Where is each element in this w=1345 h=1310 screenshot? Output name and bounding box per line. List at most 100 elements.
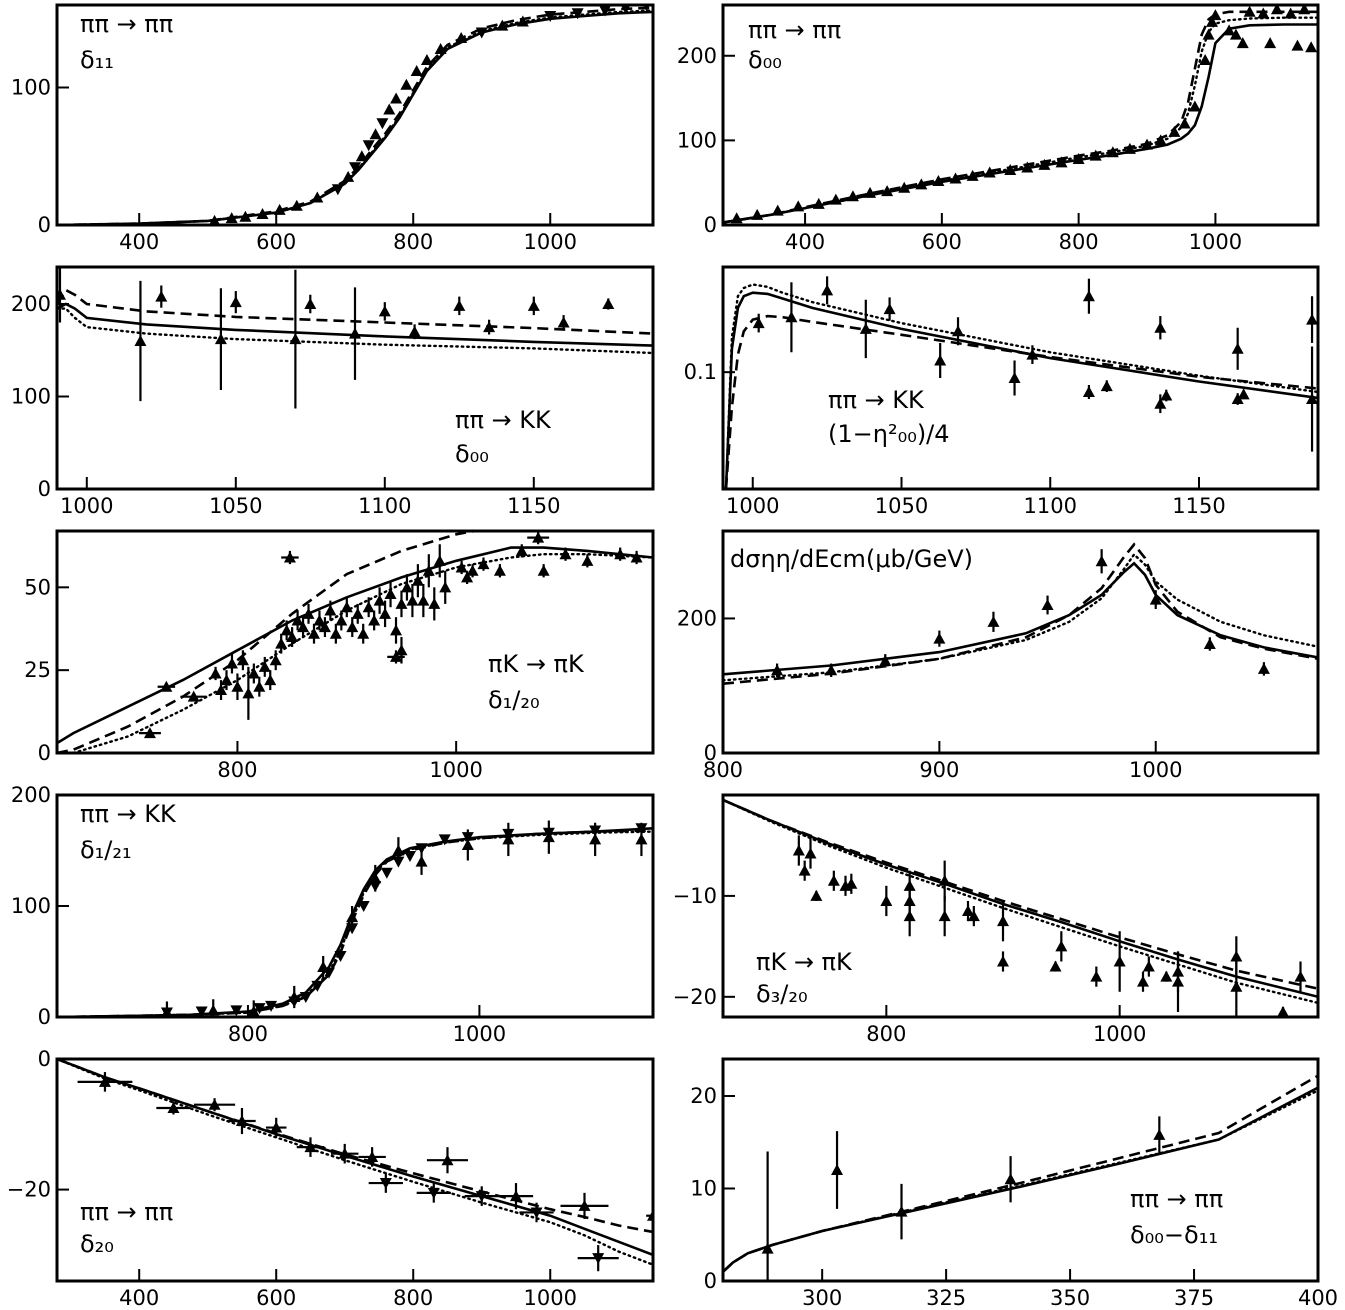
data-point [516, 15, 529, 27]
data-point [395, 590, 408, 618]
triangle-marker [1154, 134, 1167, 146]
data-point [1113, 931, 1126, 992]
triangle-marker [895, 1205, 908, 1217]
triangle-marker [269, 654, 282, 666]
data-point [730, 212, 743, 224]
y-tick-label: 100 [11, 385, 51, 409]
data-point [1229, 28, 1242, 40]
data-point [362, 140, 375, 152]
triangle-marker [997, 915, 1009, 927]
data-point [349, 287, 361, 380]
data-point [1123, 142, 1136, 154]
plot-frame [55, 265, 655, 491]
data-point [1270, 5, 1283, 15]
triangle-marker [1202, 28, 1215, 40]
triangle-marker [792, 200, 805, 212]
triangle-marker [1072, 153, 1085, 164]
data-point [225, 653, 238, 674]
triangle-marker [952, 325, 965, 337]
panel-label: δ₀₀−δ₁₁ [1130, 1221, 1218, 1249]
data-point [496, 19, 509, 31]
y-tick-label: 0 [38, 1005, 51, 1029]
data-point [1082, 278, 1095, 314]
triangle-marker [229, 296, 242, 308]
triangle-marker [903, 879, 916, 891]
triangle-marker [230, 1005, 243, 1017]
data-point [792, 200, 805, 212]
data-point [864, 186, 877, 198]
data-point [253, 676, 266, 697]
y-tick-label: −10 [673, 884, 717, 908]
chart-panel-10: 300 325 350 375 400 0 10 20 ππ → ππ δ₀₀−δ₁₁ [690, 1057, 1338, 1310]
triangle-marker [785, 311, 798, 323]
triangle-marker [349, 162, 361, 174]
triangle-marker [270, 1121, 283, 1133]
series-dotted-line [723, 1089, 1318, 1273]
triangle-marker [247, 667, 260, 679]
triangle-marker [516, 15, 529, 27]
data-point [355, 150, 368, 162]
triangle-marker [346, 621, 359, 633]
y-tick-label: 0.1 [684, 360, 717, 384]
data-point [379, 600, 392, 628]
data-point [155, 285, 168, 308]
data-point [559, 547, 572, 561]
triangle-marker [557, 316, 570, 328]
data-point [416, 1183, 451, 1203]
data-point [881, 185, 894, 197]
data-point [1294, 961, 1307, 992]
triangle-marker [256, 208, 269, 219]
triangle-marker [934, 354, 947, 366]
y-tick-label: 100 [11, 894, 51, 918]
data-point [1004, 164, 1017, 175]
y-tick-label: 200 [11, 292, 51, 316]
data-point [987, 611, 1000, 632]
plot-frame [721, 265, 1320, 491]
series-dotted-line [57, 1059, 653, 1266]
data-point [214, 288, 227, 391]
triangle-marker [215, 684, 228, 696]
data-point [247, 663, 260, 684]
y-tick-label: 0 [38, 741, 51, 765]
triangle-marker [810, 889, 823, 901]
triangle-marker [334, 950, 347, 962]
triangle-marker [307, 627, 320, 639]
data-point [1160, 970, 1173, 982]
triangle-marker [187, 690, 200, 702]
triangle-marker [635, 833, 648, 845]
data-point [967, 906, 980, 927]
triangle-marker [1203, 638, 1216, 650]
triangle-marker [453, 299, 466, 311]
y-tick-label: 0 [704, 741, 717, 765]
data-point [324, 600, 337, 621]
data-point [952, 317, 965, 346]
x-tick-label: 800 [1059, 230, 1099, 254]
triangle-marker [438, 834, 451, 846]
data-point [461, 570, 474, 585]
data-point [434, 43, 447, 54]
series-solid-line [57, 10, 653, 225]
data-point [1199, 54, 1212, 65]
y-tick-label: 200 [11, 783, 51, 807]
plot-frame [721, 529, 1320, 755]
triangle-marker [420, 54, 433, 65]
data-point [932, 175, 945, 186]
triangle-marker [804, 847, 817, 859]
data-point [346, 617, 359, 638]
triangle-marker [792, 844, 805, 856]
data-point [411, 564, 424, 598]
data-point [1306, 296, 1318, 343]
data-point [966, 169, 979, 181]
triangle-marker [283, 551, 296, 563]
y-tick-label: 50 [24, 575, 51, 599]
data-point [378, 302, 391, 321]
triangle-marker [1160, 970, 1173, 982]
plot-frame [55, 3, 655, 227]
data-point [288, 985, 301, 1009]
data-point [1243, 5, 1256, 17]
triangle-marker [335, 614, 348, 626]
triangle-marker [299, 992, 312, 1004]
chart-panel-7: 800 1000 0 100 200 ππ → KK δ₁/₂₁ [11, 783, 655, 1046]
data-point [229, 291, 242, 314]
data-point [1172, 951, 1184, 1012]
